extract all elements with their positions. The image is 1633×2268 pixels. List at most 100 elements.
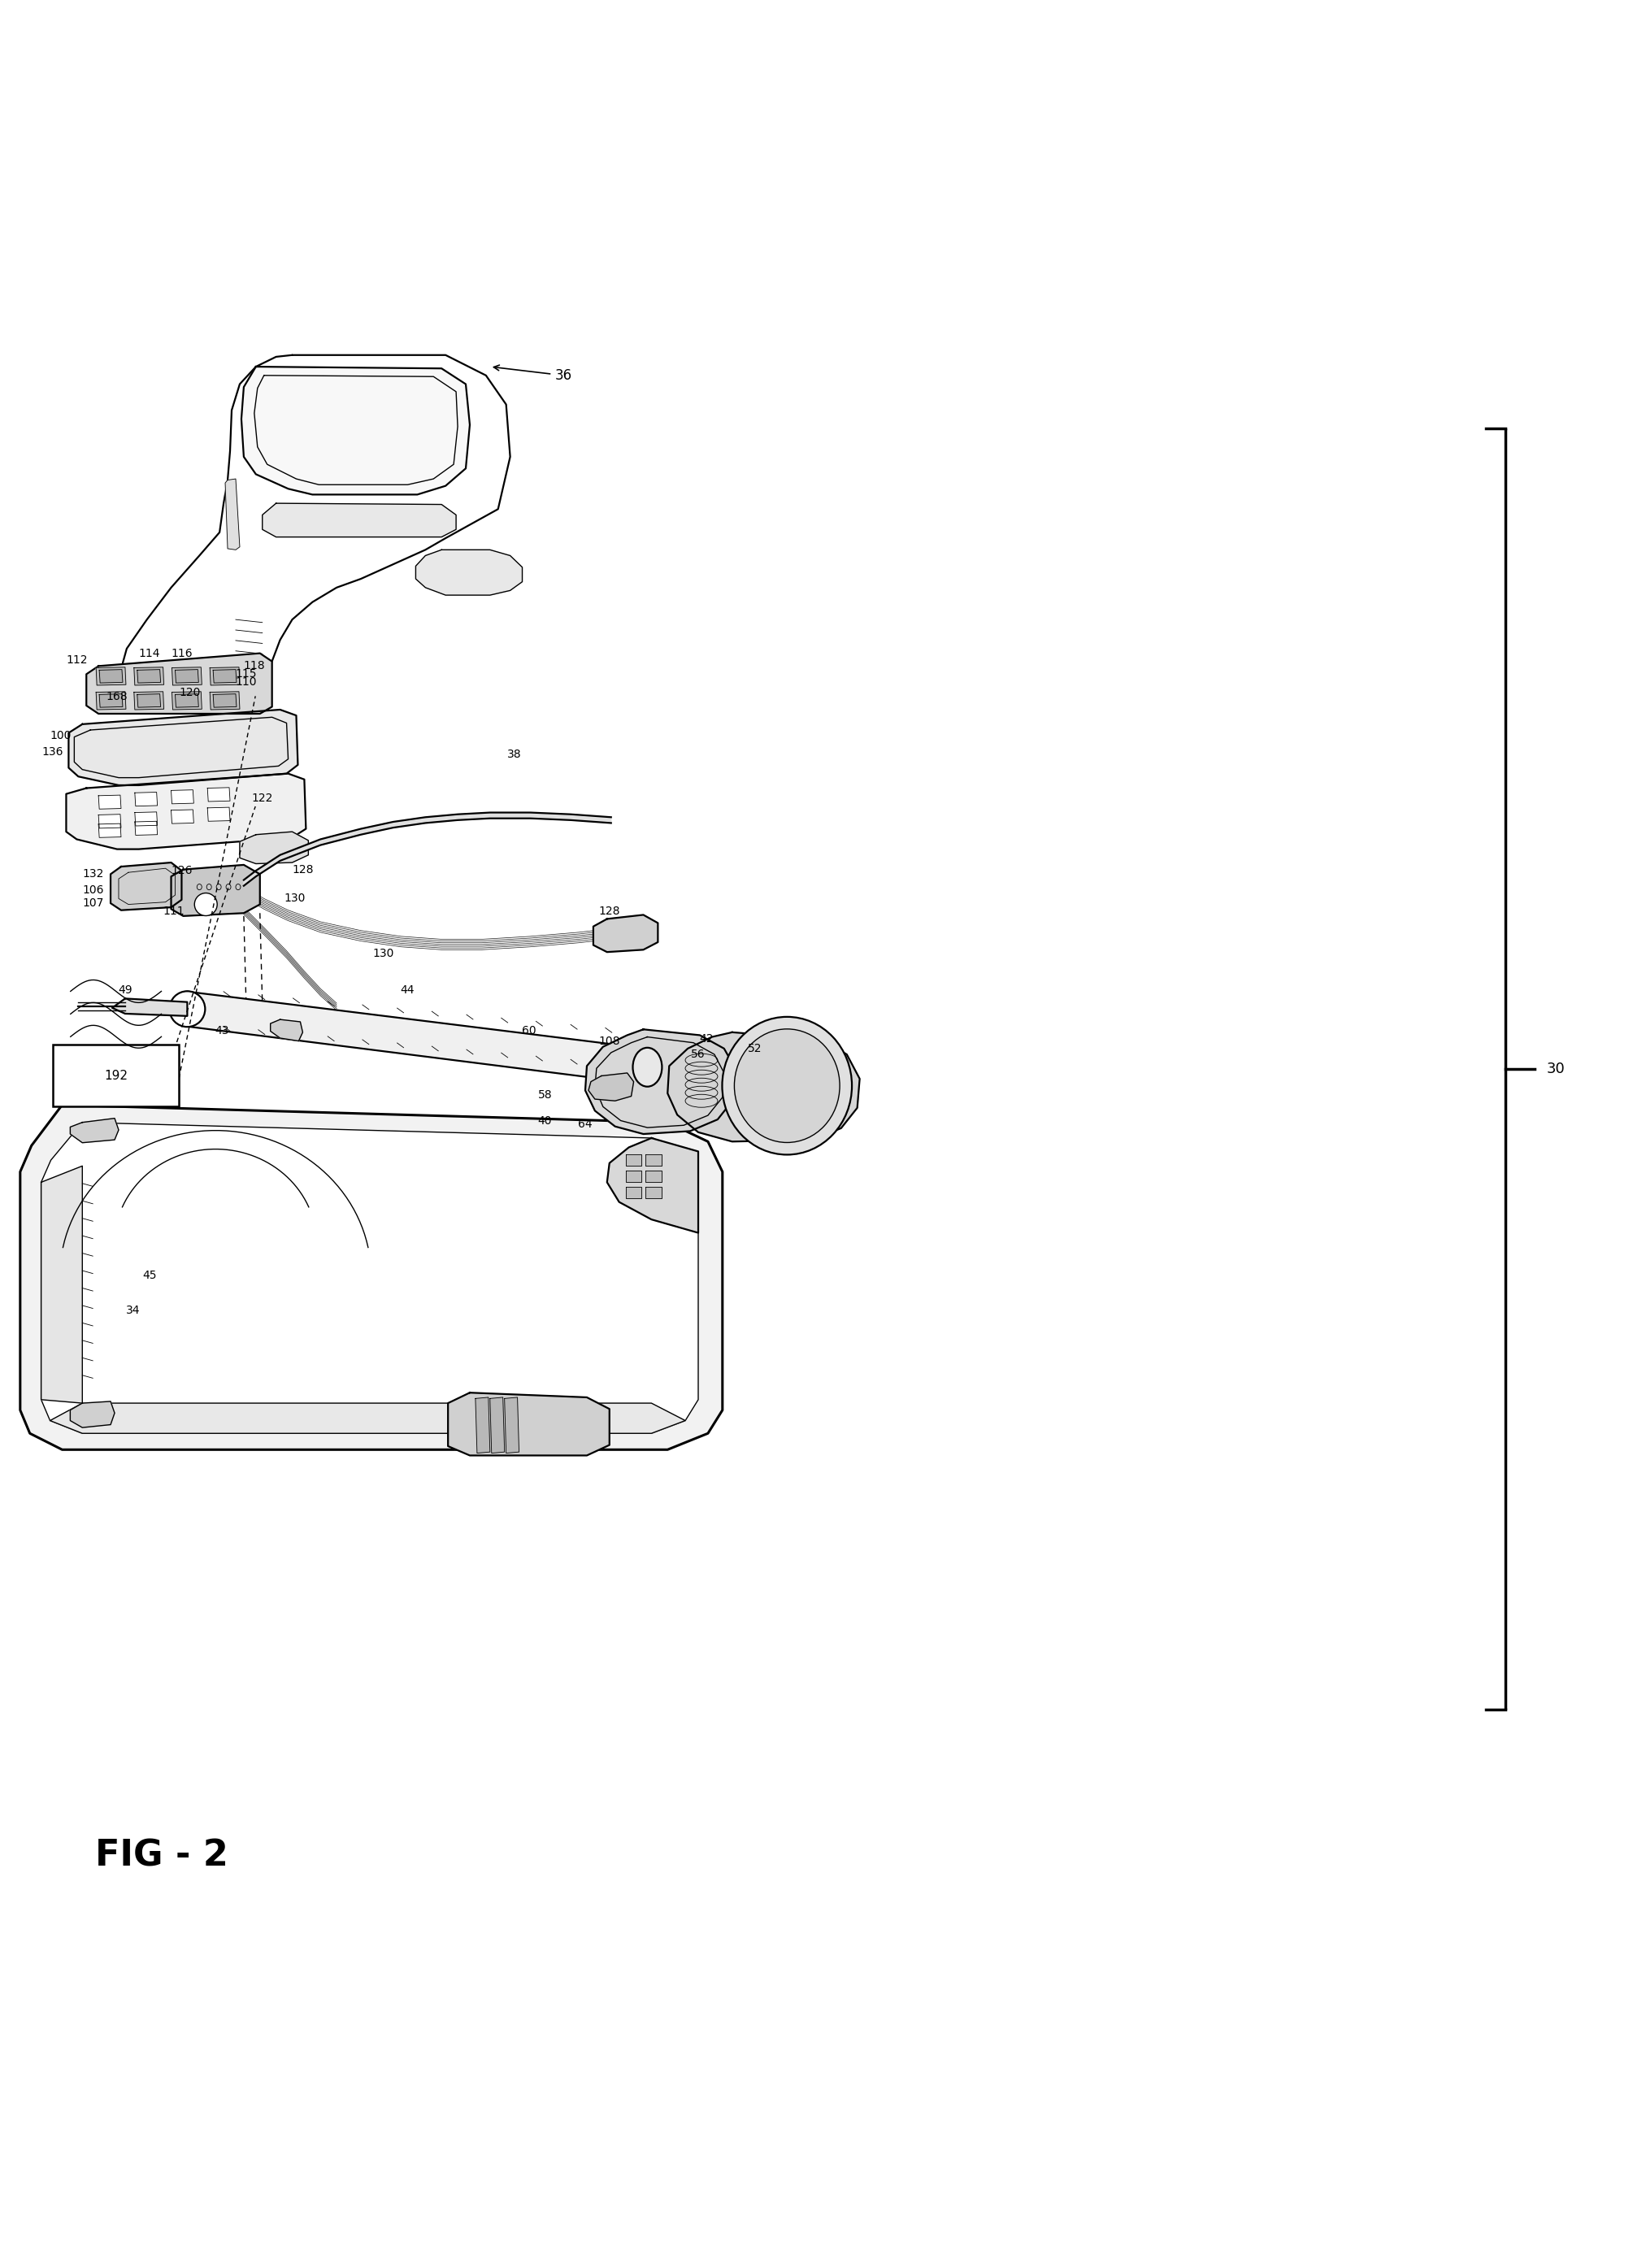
Polygon shape <box>209 683 247 703</box>
Polygon shape <box>87 653 273 714</box>
Polygon shape <box>98 796 121 810</box>
Ellipse shape <box>735 1030 839 1143</box>
Ellipse shape <box>634 1048 661 1086</box>
Text: 120: 120 <box>180 687 201 699</box>
Text: 30: 30 <box>1546 1061 1564 1077</box>
Polygon shape <box>134 692 163 710</box>
Polygon shape <box>134 667 163 685</box>
Text: 136: 136 <box>42 746 64 758</box>
Text: 192: 192 <box>105 1070 127 1082</box>
Text: 130: 130 <box>372 948 394 959</box>
Polygon shape <box>505 1397 519 1454</box>
Text: 130: 130 <box>284 894 305 905</box>
Polygon shape <box>645 1170 661 1182</box>
FancyBboxPatch shape <box>52 1046 180 1107</box>
Text: 115: 115 <box>235 667 256 680</box>
Text: 64: 64 <box>578 1118 593 1129</box>
Polygon shape <box>212 669 237 683</box>
Polygon shape <box>207 787 230 801</box>
Text: 40: 40 <box>537 1116 552 1127</box>
Polygon shape <box>447 1393 609 1456</box>
Polygon shape <box>69 710 297 785</box>
Polygon shape <box>100 694 122 708</box>
Text: 132: 132 <box>82 869 103 880</box>
Text: 100: 100 <box>51 730 72 742</box>
Polygon shape <box>668 1032 859 1141</box>
Circle shape <box>194 894 217 916</box>
Text: 126: 126 <box>171 864 193 875</box>
Polygon shape <box>645 1154 661 1166</box>
Text: 112: 112 <box>65 655 88 667</box>
Text: 116: 116 <box>171 649 193 660</box>
Polygon shape <box>240 832 309 864</box>
Polygon shape <box>212 694 237 708</box>
Text: 128: 128 <box>599 905 621 916</box>
Text: 43: 43 <box>216 1025 229 1036</box>
Polygon shape <box>211 667 240 685</box>
Polygon shape <box>136 812 157 826</box>
Ellipse shape <box>722 1016 852 1154</box>
Text: 38: 38 <box>506 748 521 760</box>
Text: 44: 44 <box>400 984 415 996</box>
Polygon shape <box>70 1402 114 1427</box>
Text: FIG - 2: FIG - 2 <box>95 1839 229 1873</box>
Polygon shape <box>96 692 126 710</box>
Polygon shape <box>96 667 126 685</box>
Polygon shape <box>625 1170 642 1182</box>
Polygon shape <box>98 823 121 837</box>
Ellipse shape <box>170 991 206 1027</box>
Polygon shape <box>475 1397 490 1454</box>
Polygon shape <box>490 1397 505 1454</box>
Text: 106: 106 <box>82 885 103 896</box>
Polygon shape <box>51 1404 686 1433</box>
Text: 42: 42 <box>699 1034 714 1046</box>
Text: 107: 107 <box>82 898 103 909</box>
Text: 118: 118 <box>243 660 265 671</box>
Polygon shape <box>175 669 199 683</box>
Polygon shape <box>207 807 230 821</box>
Polygon shape <box>171 692 202 710</box>
Polygon shape <box>70 1118 119 1143</box>
Polygon shape <box>137 694 160 708</box>
Text: 52: 52 <box>748 1043 763 1055</box>
Polygon shape <box>122 356 509 710</box>
Polygon shape <box>243 812 611 887</box>
Polygon shape <box>188 991 647 1084</box>
Polygon shape <box>171 810 194 823</box>
Polygon shape <box>20 1105 722 1449</box>
Text: 60: 60 <box>521 1025 536 1036</box>
Polygon shape <box>41 1123 699 1433</box>
Polygon shape <box>67 773 305 848</box>
Polygon shape <box>593 914 658 953</box>
Text: 58: 58 <box>537 1089 552 1100</box>
Polygon shape <box>225 479 240 549</box>
Polygon shape <box>167 687 207 708</box>
Polygon shape <box>171 864 260 916</box>
Polygon shape <box>588 1073 634 1100</box>
Polygon shape <box>111 862 181 909</box>
Text: 114: 114 <box>139 649 160 660</box>
Text: 45: 45 <box>142 1270 157 1281</box>
Polygon shape <box>625 1154 642 1166</box>
Polygon shape <box>607 1139 699 1234</box>
Polygon shape <box>98 814 121 828</box>
Text: 36: 36 <box>493 365 572 383</box>
Polygon shape <box>263 503 456 538</box>
Polygon shape <box>113 998 188 1016</box>
Text: 168: 168 <box>106 689 127 703</box>
Text: 110: 110 <box>235 676 256 687</box>
Text: 128: 128 <box>292 864 314 875</box>
Polygon shape <box>645 1186 661 1198</box>
Text: 34: 34 <box>126 1304 140 1315</box>
Polygon shape <box>171 789 194 803</box>
Polygon shape <box>585 1030 736 1134</box>
Polygon shape <box>136 821 157 835</box>
Polygon shape <box>175 694 199 708</box>
Polygon shape <box>171 667 202 685</box>
Polygon shape <box>211 692 240 710</box>
Polygon shape <box>100 669 122 683</box>
Text: 56: 56 <box>691 1048 705 1059</box>
Polygon shape <box>136 792 157 805</box>
Text: 108: 108 <box>599 1034 621 1048</box>
Polygon shape <box>625 1186 642 1198</box>
